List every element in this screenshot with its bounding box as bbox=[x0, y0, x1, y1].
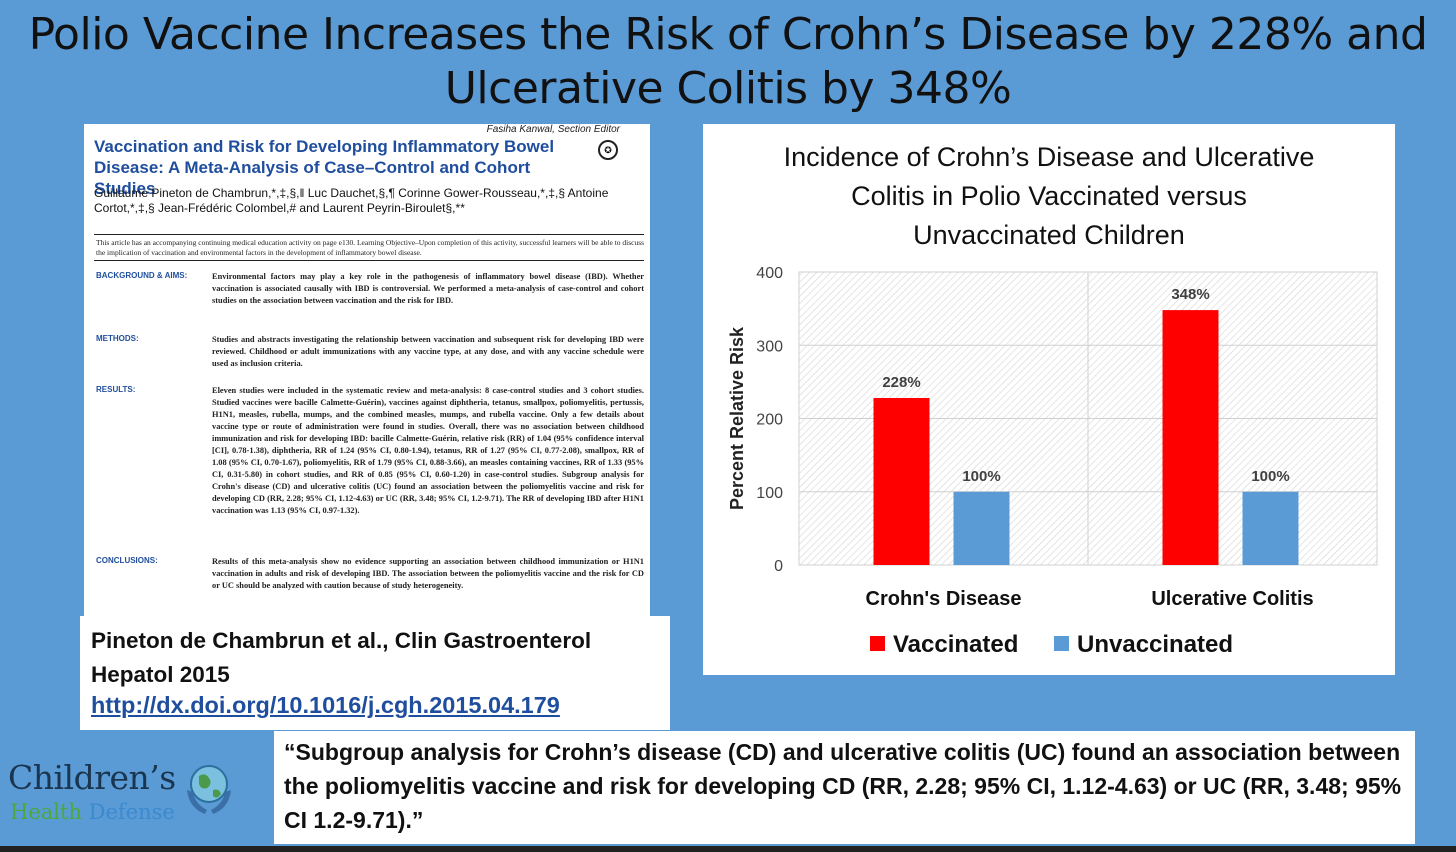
section-label: BACKGROUND & AIMS: bbox=[96, 271, 188, 280]
bar-unvaccinated-1 bbox=[953, 491, 1010, 565]
quote-text: “Subgroup analysis for Crohn’s disease (… bbox=[284, 739, 1402, 833]
citation-line-1: Pineton de Chambrun et al., Clin Gastroe… bbox=[91, 628, 592, 653]
divider bbox=[94, 234, 644, 235]
divider bbox=[94, 260, 644, 261]
globe-hands-icon bbox=[187, 765, 231, 814]
y-tick-label: 300 bbox=[756, 338, 783, 355]
section-text: Eleven studies were included in the syst… bbox=[212, 386, 644, 515]
doi-link[interactable]: http://dx.doi.org/10.1016/j.cgh.2015.04.… bbox=[91, 692, 560, 718]
data-label: 100% bbox=[962, 468, 1000, 485]
chart-title-line: Colitis in Polio Vaccinated versus bbox=[851, 181, 1247, 211]
x-category-label: Ulcerative Colitis bbox=[1151, 588, 1313, 610]
legend-swatch-vaccinated bbox=[870, 636, 885, 651]
citation-line-2: Hepatol 2015 bbox=[91, 662, 230, 687]
cme-note: This article has an accompanying continu… bbox=[96, 238, 645, 257]
quote-box: “Subgroup analysis for Crohn’s disease (… bbox=[274, 731, 1415, 844]
legend-swatch-unvaccinated bbox=[1054, 636, 1069, 651]
chart-title-line: Unvaccinated Children bbox=[913, 220, 1185, 250]
bar-chart: Incidence of Crohn’s Disease and Ulcerat… bbox=[727, 142, 1378, 658]
paper-authors: Guillaume Pineton de Chambrun,*,‡,§,‖ Lu… bbox=[94, 186, 609, 215]
y-tick-label: 200 bbox=[756, 412, 783, 429]
slide-title-line-2: Ulcerative Colitis by 348% bbox=[444, 63, 1012, 114]
legend-label-vaccinated: Vaccinated bbox=[893, 631, 1018, 658]
chart-panel: Incidence of Crohn’s Disease and Ulcerat… bbox=[703, 124, 1395, 675]
bar-vaccinated-2 bbox=[1162, 310, 1219, 565]
y-tick-label: 400 bbox=[756, 265, 783, 282]
section-text: Environmental factors may play a key rol… bbox=[212, 272, 644, 305]
logo-line-1: Children’s bbox=[8, 758, 176, 797]
data-label: 228% bbox=[882, 374, 920, 391]
section-label: RESULTS: bbox=[96, 385, 136, 394]
bottom-bar bbox=[0, 846, 1456, 852]
y-tick-label: 100 bbox=[756, 485, 783, 502]
citation-text: Pineton de Chambrun et al., Clin Gastroe… bbox=[91, 624, 591, 692]
logo-word-defense: Defense bbox=[88, 800, 175, 824]
section-label: METHODS: bbox=[96, 334, 139, 343]
logo-line-2: Health Defense bbox=[10, 800, 175, 824]
logo-word-health: Health bbox=[10, 800, 82, 824]
section-text: Results of this meta-analysis show no ev… bbox=[212, 557, 644, 590]
cme-badge-icon: ✪ bbox=[598, 140, 618, 160]
childrens-health-defense-logo: Children’s Health Defense bbox=[8, 758, 240, 830]
bar-vaccinated-1 bbox=[873, 397, 930, 565]
y-tick-label: 0 bbox=[774, 558, 783, 575]
slide-title-line-1: Polio Vaccine Increases the Risk of Croh… bbox=[28, 9, 1428, 60]
paper-title: Vaccination and Risk for Developing Infl… bbox=[94, 137, 555, 198]
paper-abstract-image: Fasiha Kanwal, Section Editor Vaccinatio… bbox=[84, 124, 650, 616]
bar-unvaccinated-2 bbox=[1242, 491, 1299, 565]
chart-title-line: Incidence of Crohn’s Disease and Ulcerat… bbox=[784, 142, 1315, 172]
y-axis-label: Percent Relative Risk bbox=[727, 326, 747, 510]
legend-label-unvaccinated: Unvaccinated bbox=[1077, 631, 1233, 658]
slide-title: Polio Vaccine Increases the Risk of Croh… bbox=[0, 8, 1456, 116]
x-category-label: Crohn's Disease bbox=[866, 588, 1022, 610]
section-text: Studies and abstracts investigating the … bbox=[212, 335, 644, 368]
data-label: 100% bbox=[1251, 468, 1289, 485]
section-editor: Fasiha Kanwal, Section Editor bbox=[486, 124, 620, 135]
citation-box: Pineton de Chambrun et al., Clin Gastroe… bbox=[80, 616, 670, 730]
data-label: 348% bbox=[1171, 286, 1209, 303]
section-label: CONCLUSIONS: bbox=[96, 556, 158, 565]
